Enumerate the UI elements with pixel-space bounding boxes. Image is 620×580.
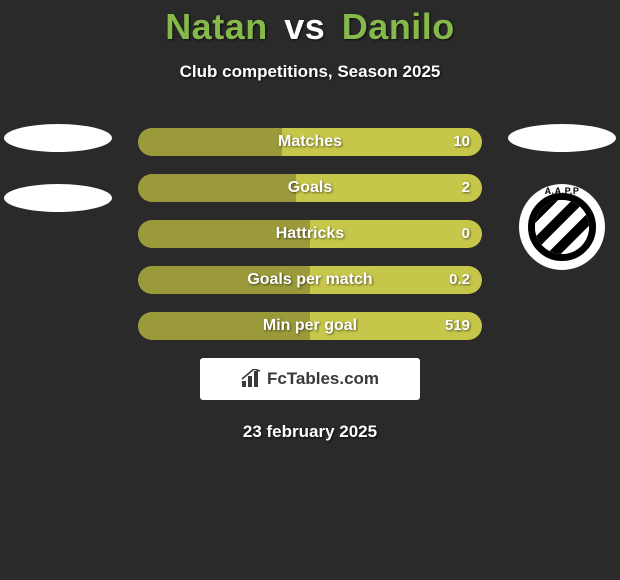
branding-text: FcTables.com — [267, 369, 379, 389]
left-team-badge-1 — [4, 124, 112, 152]
stat-bar-label: Hattricks — [138, 220, 482, 248]
left-badge-column — [4, 124, 112, 212]
stat-bar-label: Matches — [138, 128, 482, 156]
left-team-badge-2 — [4, 184, 112, 212]
club-badge-text: A.A.P.P — [519, 186, 605, 196]
branding-box: FcTables.com — [200, 358, 420, 400]
stat-bar-label: Goals — [138, 174, 482, 202]
stat-bar-right-value: 2 — [462, 174, 470, 202]
comparison-content: A.A.P.P Matches10 Goals2 Hattricks0 Goals p… — [0, 128, 620, 442]
vs-separator: vs — [284, 6, 325, 47]
branding-chart-icon — [241, 369, 263, 389]
club-badge: A.A.P.P — [519, 184, 605, 270]
stat-bar-row: Goals2 — [138, 174, 482, 202]
club-badge-ring — [528, 193, 596, 261]
stat-bar-right-value: 10 — [453, 128, 470, 156]
stat-bar-right-value: 0 — [462, 220, 470, 248]
right-team-badge-1 — [508, 124, 616, 152]
stat-bar-label: Goals per match — [138, 266, 482, 294]
stat-bar-row: Matches10 — [138, 128, 482, 156]
page-title: Natan vs Danilo — [0, 0, 620, 48]
subtitle: Club competitions, Season 2025 — [0, 62, 620, 82]
stat-bars: Matches10 Goals2 Hattricks0 Goals per match… — [138, 128, 482, 340]
stat-bar-row: Min per goal519 — [138, 312, 482, 340]
club-badge-stripes — [535, 200, 589, 254]
stat-bar-row: Hattricks0 — [138, 220, 482, 248]
stat-bar-right-value: 519 — [445, 312, 470, 340]
stat-bar-right-value: 0.2 — [449, 266, 470, 294]
right-badge-column: A.A.P.P — [508, 124, 616, 270]
date: 23 february 2025 — [0, 422, 620, 442]
stat-bar-label: Min per goal — [138, 312, 482, 340]
player-a-name: Natan — [165, 6, 268, 47]
player-b-name: Danilo — [342, 6, 455, 47]
stat-bar-row: Goals per match0.2 — [138, 266, 482, 294]
